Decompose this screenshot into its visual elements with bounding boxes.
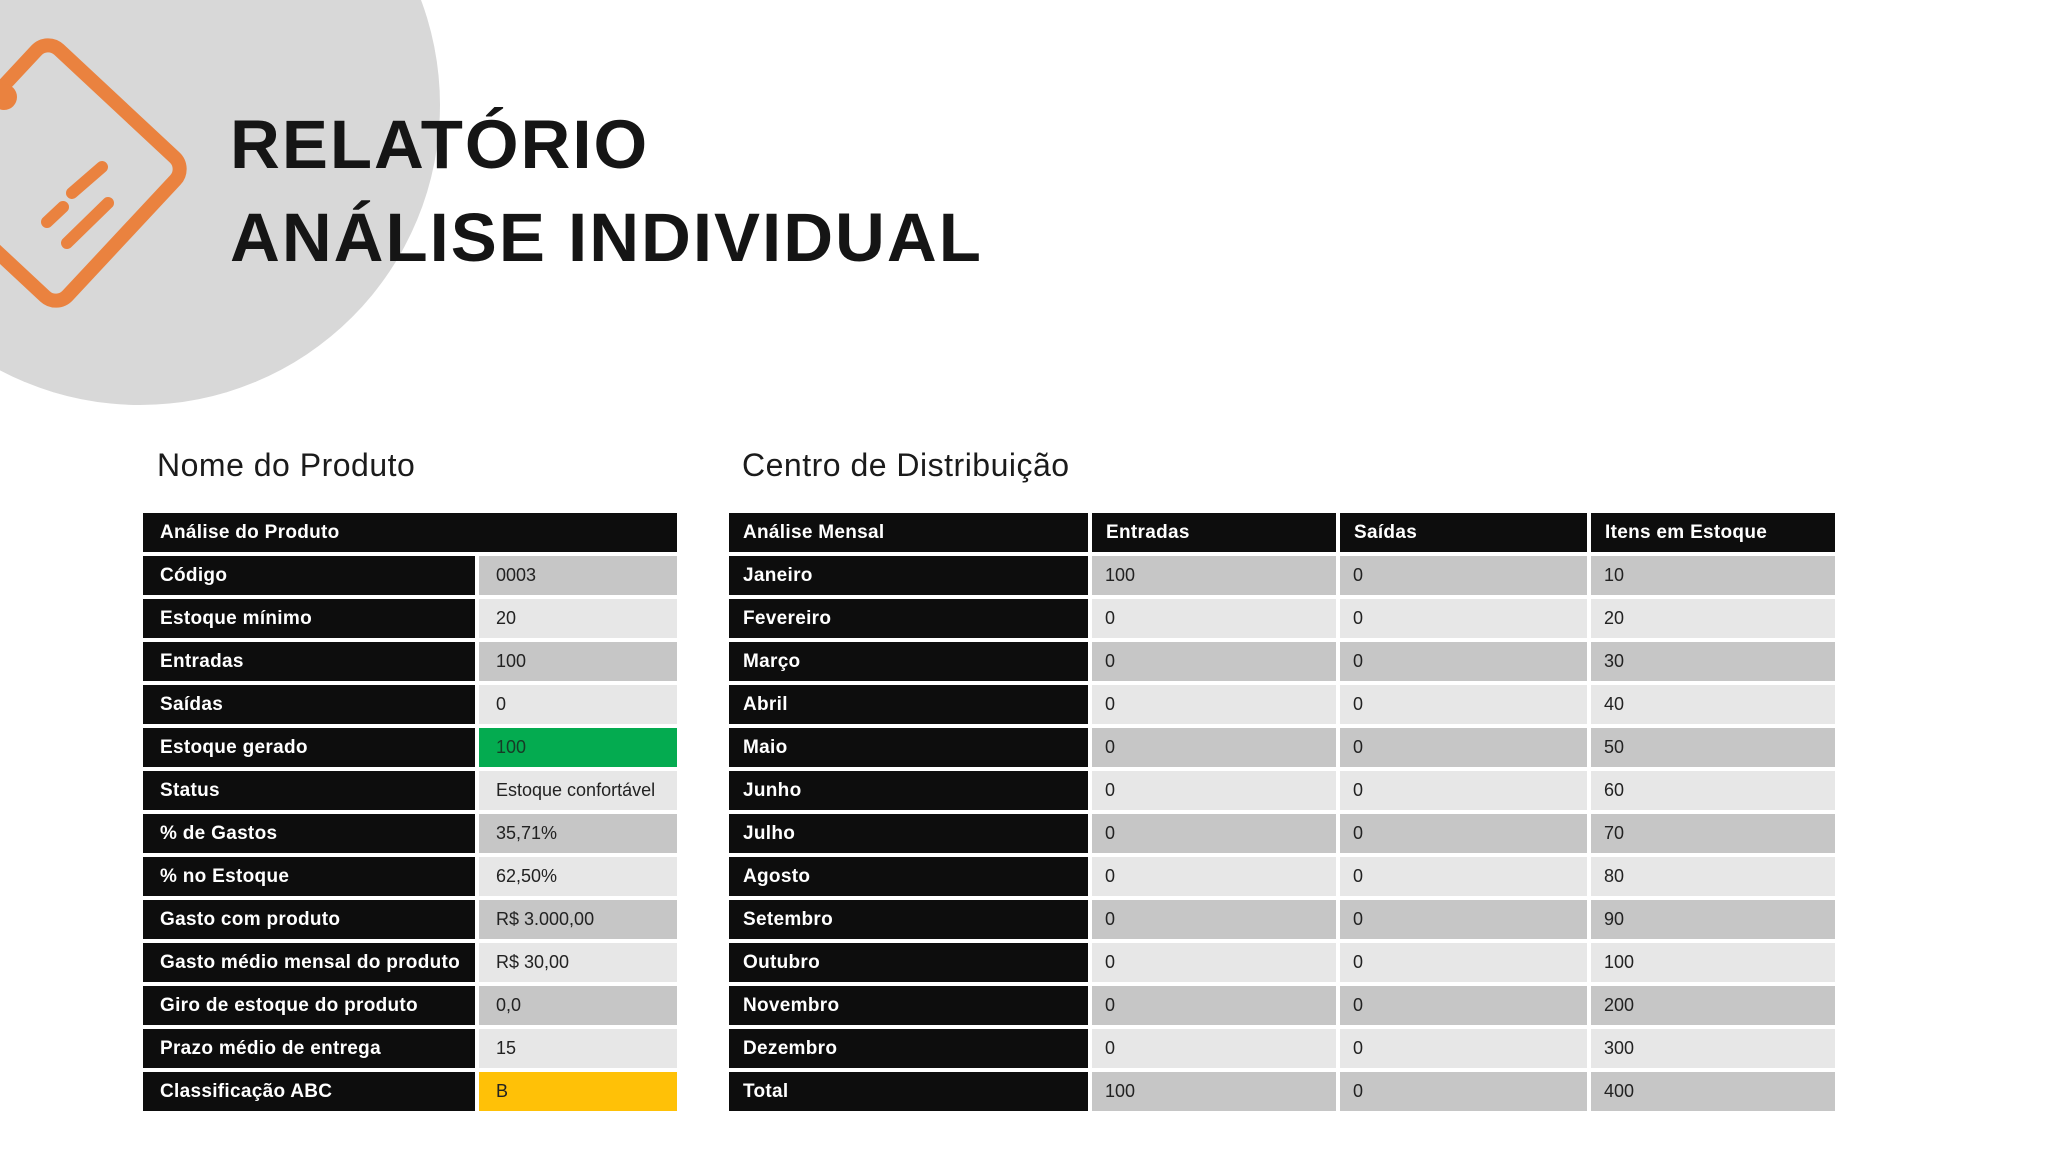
distribution-row-itens: 20: [1591, 599, 1835, 638]
distribution-row-saidas: 0: [1340, 814, 1587, 853]
product-row-label: Gasto médio mensal do produto: [143, 943, 475, 982]
distribution-row-entradas: 0: [1092, 943, 1336, 982]
product-row-label: Entradas: [143, 642, 475, 681]
product-row-label: Classificação ABC: [143, 1072, 475, 1111]
product-section-title: Nome do Produto: [157, 447, 416, 483]
distribution-row-saidas: 0: [1340, 642, 1587, 681]
distribution-row-saidas: 0: [1340, 728, 1587, 767]
distribution-row-saidas: 0: [1340, 1029, 1587, 1068]
distribution-row-month: Novembro: [729, 986, 1088, 1025]
distribution-row-itens: 90: [1591, 900, 1835, 939]
distribution-row-saidas: 0: [1340, 943, 1587, 982]
distribution-row-month: Dezembro: [729, 1029, 1088, 1068]
distribution-row-saidas: 0: [1340, 599, 1587, 638]
distribution-row-itens: 10: [1591, 556, 1835, 595]
product-row-value: 0,0: [479, 986, 677, 1025]
page-title-line2: ANÁLISE INDIVIDUAL: [230, 199, 983, 276]
product-row-value: 15: [479, 1029, 677, 1068]
distribution-row-saidas: 0: [1340, 771, 1587, 810]
distribution-row-month: Fevereiro: [729, 599, 1088, 638]
distribution-row-month: Junho: [729, 771, 1088, 810]
distribution-row-saidas: 0: [1340, 900, 1587, 939]
price-tag-icon: [0, 38, 187, 308]
distribution-row-itens: 100: [1591, 943, 1835, 982]
distribution-header-month: Análise Mensal: [729, 513, 1088, 552]
distribution-row-itens: 400: [1591, 1072, 1835, 1111]
product-analysis-table: Análise do Produto Código 0003 Estoque mín…: [143, 513, 677, 1111]
distribution-row-entradas: 0: [1092, 900, 1336, 939]
product-row-value: 100: [479, 642, 677, 681]
distribution-row-month: Outubro: [729, 943, 1088, 982]
product-row-label: Prazo médio de entrega: [143, 1029, 475, 1068]
distribution-row-entradas: 0: [1092, 599, 1336, 638]
distribution-row-month: Total: [729, 1072, 1088, 1111]
product-row-value: R$ 3.000,00: [479, 900, 677, 939]
distribution-row-entradas: 0: [1092, 728, 1336, 767]
product-row-label: Estoque mínimo: [143, 599, 475, 638]
distribution-table: Análise Mensal Entradas Saídas Itens em …: [729, 513, 1835, 1111]
distribution-header-itens: Itens em Estoque: [1591, 513, 1835, 552]
page-title-line1: RELATÓRIO: [230, 106, 650, 183]
product-row-label: Status: [143, 771, 475, 810]
product-row-label: Giro de estoque do produto: [143, 986, 475, 1025]
distribution-row-saidas: 0: [1340, 685, 1587, 724]
product-row-value: 35,71%: [479, 814, 677, 853]
distribution-row-itens: 200: [1591, 986, 1835, 1025]
distribution-row-entradas: 100: [1092, 556, 1336, 595]
distribution-row-month: Abril: [729, 685, 1088, 724]
distribution-row-itens: 50: [1591, 728, 1835, 767]
distribution-row-month: Setembro: [729, 900, 1088, 939]
distribution-row-entradas: 100: [1092, 1072, 1336, 1111]
distribution-row-itens: 40: [1591, 685, 1835, 724]
product-row-label: % no Estoque: [143, 857, 475, 896]
product-row-value: Estoque confortável: [479, 771, 677, 810]
product-table-header: Análise do Produto: [143, 513, 677, 552]
product-row-label: Gasto com produto: [143, 900, 475, 939]
distribution-row-entradas: 0: [1092, 771, 1336, 810]
distribution-row-itens: 30: [1591, 642, 1835, 681]
distribution-row-itens: 80: [1591, 857, 1835, 896]
distribution-row-saidas: 0: [1340, 556, 1587, 595]
distribution-row-entradas: 0: [1092, 857, 1336, 896]
product-row-value: 100: [479, 728, 677, 767]
distribution-row-itens: 70: [1591, 814, 1835, 853]
page-title: RELATÓRIO ANÁLISE INDIVIDUAL: [230, 98, 983, 284]
distribution-section-title: Centro de Distribuição: [742, 447, 1070, 483]
distribution-header-saidas: Saídas: [1340, 513, 1587, 552]
product-row-value: B: [479, 1072, 677, 1111]
distribution-row-month: Março: [729, 642, 1088, 681]
distribution-row-month: Maio: [729, 728, 1088, 767]
product-row-label: Saídas: [143, 685, 475, 724]
distribution-row-saidas: 0: [1340, 857, 1587, 896]
product-row-value: 62,50%: [479, 857, 677, 896]
distribution-row-itens: 60: [1591, 771, 1835, 810]
distribution-header-entradas: Entradas: [1092, 513, 1336, 552]
distribution-row-month: Agosto: [729, 857, 1088, 896]
distribution-row-month: Julho: [729, 814, 1088, 853]
distribution-row-entradas: 0: [1092, 642, 1336, 681]
product-row-value: 0003: [479, 556, 677, 595]
distribution-row-entradas: 0: [1092, 986, 1336, 1025]
product-row-label: Código: [143, 556, 475, 595]
product-row-value: R$ 30,00: [479, 943, 677, 982]
distribution-row-entradas: 0: [1092, 814, 1336, 853]
product-row-value: 20: [479, 599, 677, 638]
distribution-row-entradas: 0: [1092, 685, 1336, 724]
distribution-row-itens: 300: [1591, 1029, 1835, 1068]
distribution-row-saidas: 0: [1340, 1072, 1587, 1111]
distribution-row-month: Janeiro: [729, 556, 1088, 595]
distribution-row-saidas: 0: [1340, 986, 1587, 1025]
product-row-label: Estoque gerado: [143, 728, 475, 767]
product-row-value: 0: [479, 685, 677, 724]
product-row-label: % de Gastos: [143, 814, 475, 853]
distribution-row-entradas: 0: [1092, 1029, 1336, 1068]
